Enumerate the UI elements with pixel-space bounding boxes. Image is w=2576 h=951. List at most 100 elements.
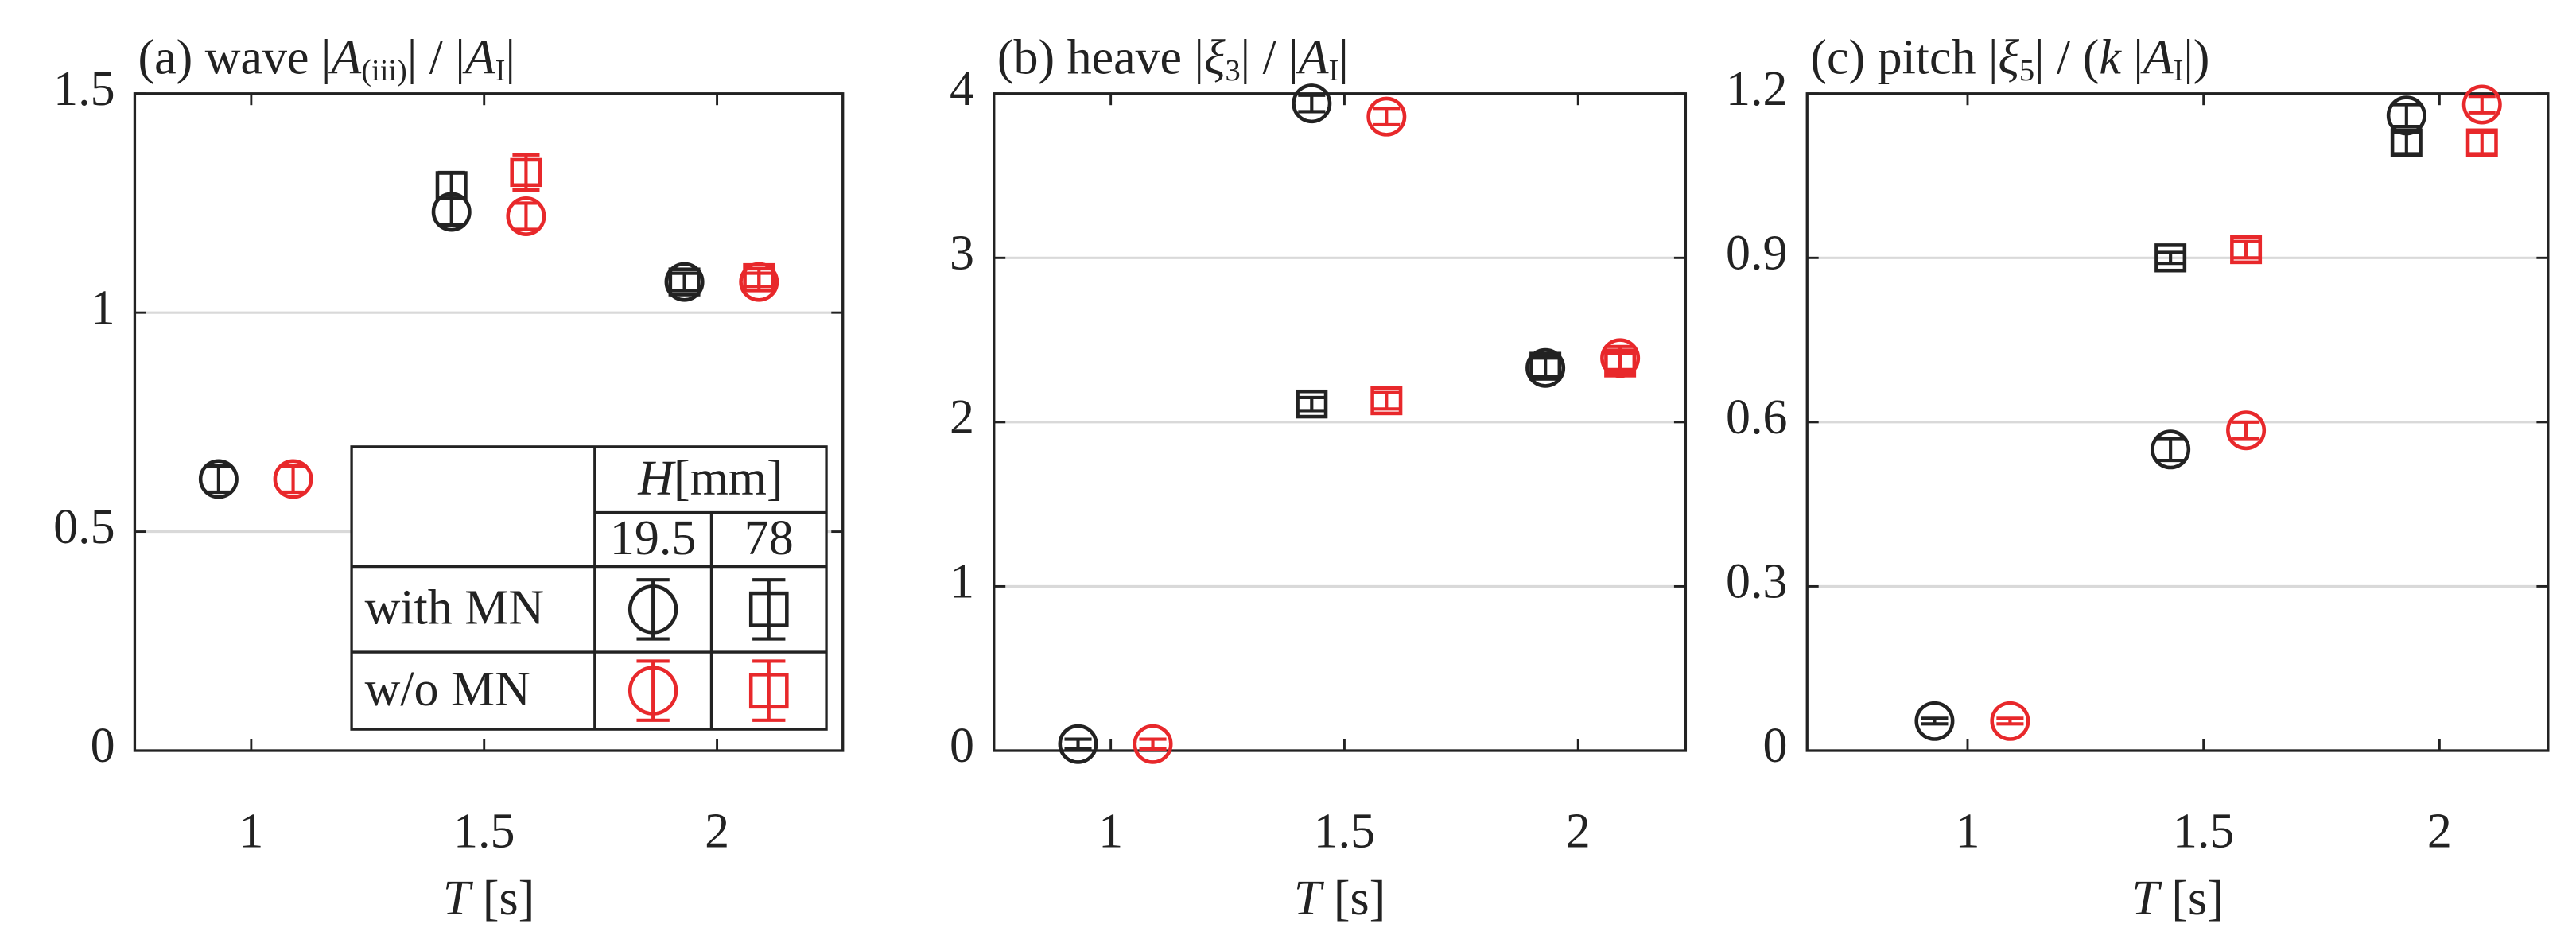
text-part: ξ bbox=[1204, 31, 1226, 85]
text-part: I bbox=[1329, 54, 1339, 87]
error-bar bbox=[1996, 716, 2024, 726]
text-part: T bbox=[1294, 871, 1325, 926]
error-bar bbox=[512, 201, 540, 231]
text-part: | / | bbox=[1241, 31, 1299, 85]
text-part: A bbox=[462, 31, 496, 85]
error-bar bbox=[2157, 250, 2185, 266]
text-part: (c) pitch | bbox=[1810, 31, 1998, 85]
marker-circle bbox=[1133, 724, 1173, 764]
error-bar bbox=[2392, 103, 2420, 129]
text-part: ξ bbox=[1998, 31, 2019, 85]
text-part: |) bbox=[2183, 31, 2209, 85]
error-bar bbox=[1298, 93, 1326, 114]
x-axis-label: T [s] bbox=[1294, 871, 1385, 926]
y-tick-label: 0 bbox=[1762, 719, 1787, 773]
x-axis-label: T [s] bbox=[2131, 871, 2223, 926]
y-tick-label: 1 bbox=[91, 281, 115, 335]
error-bar bbox=[1921, 716, 1949, 726]
legend-error-bar bbox=[636, 659, 670, 722]
error-bar bbox=[2392, 130, 2420, 156]
marker-square bbox=[2230, 235, 2263, 265]
error-bar bbox=[437, 196, 465, 227]
chart-title: (b) heave |ξ3| / |AI| bbox=[997, 31, 1349, 87]
y-tick-label: 0 bbox=[950, 719, 974, 773]
x-tick-label: 1 bbox=[239, 805, 263, 859]
y-tick-label: 0.9 bbox=[1726, 227, 1787, 281]
text-part: | bbox=[505, 31, 515, 85]
text-part: (iii) bbox=[361, 54, 407, 87]
marker-circle bbox=[1292, 83, 1332, 124]
legend-header: H[mm] bbox=[637, 452, 783, 506]
x-axis-label: T [s] bbox=[443, 871, 534, 926]
error-bar bbox=[204, 464, 232, 495]
legend-lines bbox=[352, 446, 827, 730]
error-bar bbox=[279, 464, 307, 495]
marker-circle bbox=[198, 459, 239, 499]
error-bar bbox=[670, 271, 698, 293]
error-bar bbox=[1064, 737, 1092, 751]
marker-square bbox=[743, 262, 775, 293]
y-tick-label: 0.5 bbox=[53, 500, 115, 554]
y-tick-label: 3 bbox=[950, 227, 974, 281]
text-part: A bbox=[2140, 31, 2174, 85]
marker-square bbox=[1529, 351, 1562, 381]
y-tick-label: 0 bbox=[91, 719, 115, 773]
marker-circle bbox=[664, 262, 705, 302]
marker-circle bbox=[506, 196, 546, 236]
text-part: | bbox=[1339, 31, 1348, 85]
marker-square bbox=[2154, 243, 2187, 273]
text-part: [s] bbox=[470, 871, 534, 926]
text-part: | bbox=[2121, 31, 2143, 85]
marker-circle bbox=[273, 459, 313, 499]
marker-circle bbox=[1525, 347, 1566, 388]
text-part: I bbox=[2174, 54, 2184, 87]
error-bar bbox=[2468, 95, 2496, 115]
legend-box bbox=[350, 445, 828, 731]
error-bar bbox=[745, 267, 773, 289]
plot-frame bbox=[133, 92, 845, 752]
error-bar bbox=[2157, 437, 2185, 463]
text-part: A bbox=[1296, 31, 1330, 85]
text-part: 5 bbox=[2019, 54, 2034, 87]
text-part: T bbox=[2131, 871, 2162, 926]
text-part: A bbox=[328, 31, 362, 85]
legend-column: 78 bbox=[744, 511, 794, 565]
y-tick-label: 1.5 bbox=[53, 62, 115, 116]
text-part: [s] bbox=[2159, 871, 2224, 926]
x-tick-label: 1.5 bbox=[2173, 805, 2234, 859]
x-tick-label: 1.5 bbox=[1314, 805, 1375, 859]
text-part: [s] bbox=[1321, 871, 1385, 926]
text-part: [mm] bbox=[674, 452, 783, 506]
marker-square bbox=[2390, 128, 2423, 157]
error-bar bbox=[1607, 351, 1634, 375]
chart-title: (c) pitch |ξ5| / (k |AI|) bbox=[1810, 31, 2209, 87]
marker-circle bbox=[1990, 701, 2030, 741]
legend-error-bar bbox=[636, 578, 670, 641]
error-bar bbox=[2232, 239, 2260, 260]
x-tick-label: 2 bbox=[1566, 805, 1591, 859]
text-part: I bbox=[495, 54, 506, 87]
y-tick-label: 0.3 bbox=[1726, 555, 1787, 609]
marker-square bbox=[2465, 128, 2498, 157]
plot-frame bbox=[993, 92, 1688, 752]
x-tick-label: 2 bbox=[2427, 805, 2452, 859]
marker-circle bbox=[1058, 724, 1098, 764]
error-bar bbox=[1373, 390, 1401, 411]
marker-square bbox=[668, 267, 701, 297]
x-tick-label: 2 bbox=[705, 805, 729, 859]
error-bar bbox=[1532, 355, 1560, 378]
marker-circle bbox=[1914, 701, 1955, 741]
legend-column: 19.5 bbox=[610, 511, 696, 565]
marker-square bbox=[510, 157, 542, 188]
text-part: (b) heave | bbox=[997, 31, 1204, 85]
legend-error-bar bbox=[752, 659, 786, 722]
marker-square bbox=[1604, 348, 1637, 378]
error-bar bbox=[2232, 420, 2260, 441]
error-bar bbox=[1373, 107, 1401, 127]
marker-square bbox=[435, 171, 468, 200]
legend-row: with MN bbox=[365, 581, 544, 635]
error-bar bbox=[2468, 130, 2496, 156]
marker-circle bbox=[1366, 96, 1407, 137]
marker-circle bbox=[2151, 429, 2191, 470]
